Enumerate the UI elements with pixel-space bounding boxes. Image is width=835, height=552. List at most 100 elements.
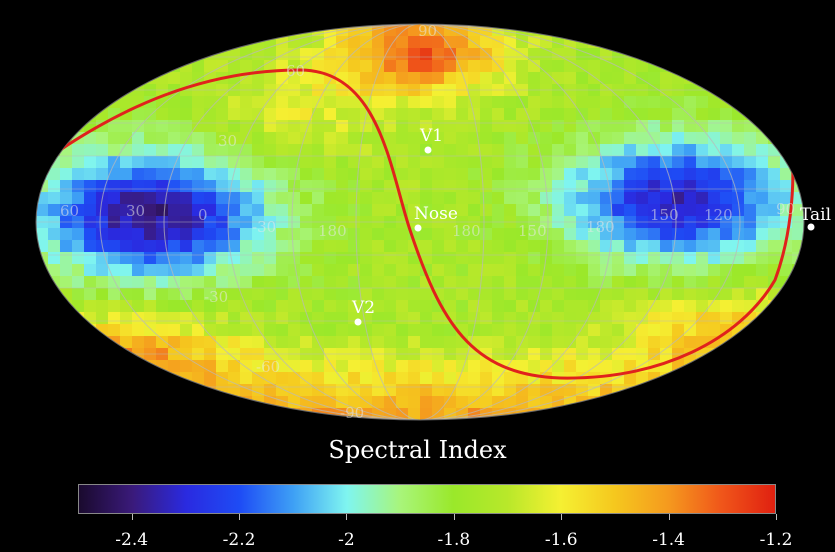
- map-cell: [348, 240, 361, 253]
- map-cell: [480, 84, 493, 97]
- map-cell: [372, 300, 385, 313]
- map-cell: [156, 216, 169, 229]
- map-cell: [336, 120, 349, 133]
- map-cell: [228, 108, 241, 121]
- map-cell: [384, 264, 397, 277]
- map-cell: [312, 276, 325, 289]
- map-cell: [36, 288, 49, 301]
- colorbar-tick-label: -2.2: [222, 530, 256, 550]
- map-cell: [192, 312, 205, 325]
- map-cell: [168, 336, 181, 349]
- map-cell: [432, 120, 445, 133]
- map-cell: [720, 132, 733, 145]
- map-cell: [312, 324, 325, 337]
- map-cell: [732, 132, 745, 145]
- map-cell: [288, 216, 301, 229]
- map-cell: [612, 264, 625, 277]
- map-cell: [336, 48, 349, 61]
- map-cell: [156, 108, 169, 121]
- map-cell: [792, 348, 804, 361]
- map-cell: [132, 108, 145, 121]
- map-cell: [180, 228, 193, 241]
- map-cell: [768, 204, 781, 217]
- map-cell: [732, 288, 745, 301]
- map-cell: [552, 96, 565, 109]
- map-cell: [396, 408, 409, 420]
- map-cell: [420, 408, 433, 420]
- map-cell: [444, 48, 457, 61]
- map-cell: [336, 132, 349, 145]
- map-cell: [324, 60, 337, 73]
- map-cell: [780, 264, 793, 277]
- map-cell: [432, 48, 445, 61]
- map-cell: [120, 288, 133, 301]
- map-cell: [276, 276, 289, 289]
- colorbar-tick: [668, 514, 670, 520]
- map-cell: [576, 384, 589, 397]
- map-cell: [468, 240, 481, 253]
- map-cell: [660, 396, 673, 409]
- map-cell: [36, 132, 49, 145]
- map-cell: [456, 24, 469, 37]
- map-cell: [564, 312, 577, 325]
- map-cell: [552, 348, 565, 361]
- map-cell: [792, 228, 804, 241]
- meridian-line: [291, 24, 549, 420]
- map-cell: [756, 180, 769, 193]
- map-cell: [432, 408, 445, 420]
- map-cell: [564, 276, 577, 289]
- map-cell: [612, 168, 625, 181]
- map-cell: [324, 240, 337, 253]
- map-cell: [600, 384, 613, 397]
- map-cell: [72, 276, 85, 289]
- label-lat-neg90: -90: [340, 404, 364, 422]
- map-cell: [456, 168, 469, 181]
- map-cell: [780, 24, 793, 37]
- map-cell: [204, 168, 217, 181]
- map-cell: [216, 108, 229, 121]
- label-lat-90: 90: [418, 22, 437, 40]
- map-cell: [732, 36, 745, 49]
- map-cell: [156, 264, 169, 277]
- map-cell: [36, 96, 49, 109]
- map-cell: [732, 276, 745, 289]
- map-cell: [192, 360, 205, 373]
- map-cell: [324, 228, 337, 241]
- map-cell: [576, 60, 589, 73]
- map-cell: [156, 312, 169, 325]
- map-cell: [180, 156, 193, 169]
- map-cell: [408, 180, 421, 193]
- map-cell: [228, 264, 241, 277]
- map-cell: [348, 108, 361, 121]
- map-cell: [456, 252, 469, 265]
- map-cell: [588, 84, 601, 97]
- map-cell: [636, 168, 649, 181]
- map-cell: [552, 264, 565, 277]
- map-cell: [336, 396, 349, 409]
- map-cell: [84, 84, 97, 97]
- map-cell: [372, 192, 385, 205]
- map-cell: [696, 228, 709, 241]
- map-cell: [264, 240, 277, 253]
- map-cell: [576, 192, 589, 205]
- map-cell: [168, 252, 181, 265]
- map-cell: [516, 204, 529, 217]
- map-cell: [528, 336, 541, 349]
- map-cell: [792, 252, 804, 265]
- map-cell: [792, 240, 804, 253]
- map-cell: [60, 348, 73, 361]
- map-cell: [48, 372, 61, 385]
- map-cell: [624, 60, 637, 73]
- map-cell: [384, 372, 397, 385]
- map-cell: [156, 396, 169, 409]
- map-cell: [552, 24, 565, 37]
- map-cell: [636, 384, 649, 397]
- map-cell: [612, 36, 625, 49]
- map-cell: [648, 384, 661, 397]
- map-cell: [576, 168, 589, 181]
- map-cell: [696, 408, 709, 420]
- map-cell: [300, 24, 313, 37]
- map-cell: [636, 276, 649, 289]
- map-cell: [324, 156, 337, 169]
- map-cell: [252, 48, 265, 61]
